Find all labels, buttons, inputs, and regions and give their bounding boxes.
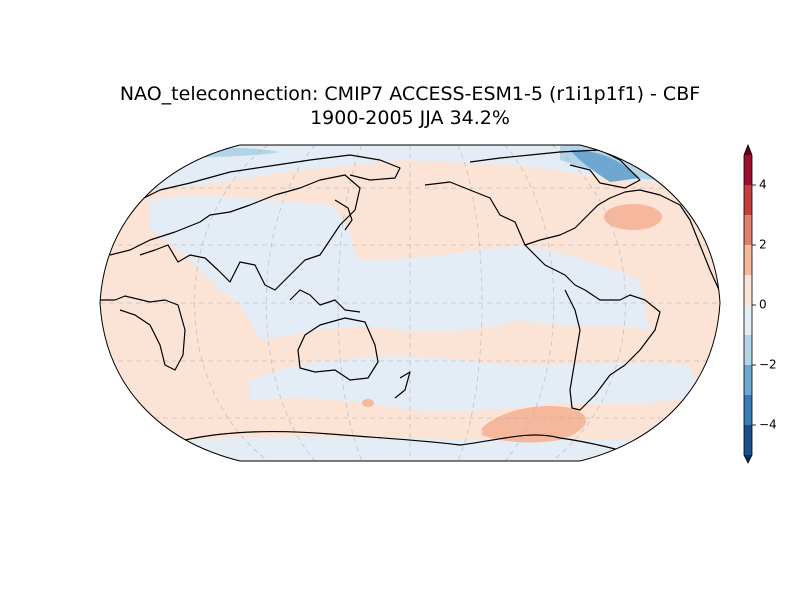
map-frame [99,144,721,462]
colorbar-band [744,245,752,275]
colorbar-band [744,425,752,455]
colorbar-tick-label: −2 [759,358,777,372]
colorbar-band [744,335,752,365]
colorbar-tick-label: 0 [759,298,767,312]
colorbar-extend-under [744,455,752,463]
field-region [150,195,650,340]
colorbar-band [744,215,752,245]
map [100,145,720,461]
field-region [482,406,587,443]
graticule [100,145,720,461]
colorbar-band [744,275,752,305]
colorbar-band [744,185,752,215]
field-region [250,356,700,412]
colorbar-band [744,365,752,395]
colorbar-extend-over [744,145,752,155]
map-title: NAO_teleconnection: CMIP7 ACCESS-ESM1-5 … [120,83,700,105]
colorbar-band [744,395,752,425]
field-region [604,204,662,230]
colorbar-tick-label: 2 [759,238,767,252]
colorbar-band [744,155,752,185]
field-region [570,150,640,182]
colorbar: −4 −2 0 2 4 [743,143,777,464]
map-subtitle: 1900-2005 JJA 34.2% [310,107,510,129]
colorbar-band [744,305,752,335]
colorbar-tick-label: −4 [759,418,777,432]
colorbar-outline [743,143,753,464]
colorbar-tick-label: 4 [759,178,767,192]
field-region [362,399,374,407]
coastlines [100,149,720,459]
